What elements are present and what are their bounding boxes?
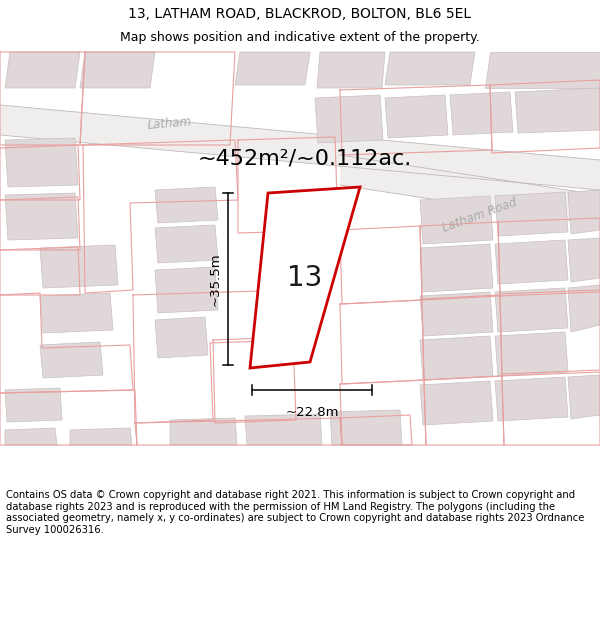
Polygon shape bbox=[235, 52, 310, 85]
Polygon shape bbox=[155, 187, 218, 223]
Polygon shape bbox=[170, 418, 237, 445]
Polygon shape bbox=[40, 293, 113, 333]
Polygon shape bbox=[450, 92, 513, 135]
Polygon shape bbox=[5, 52, 80, 88]
Polygon shape bbox=[155, 267, 218, 313]
Text: ~35.5m: ~35.5m bbox=[209, 252, 221, 306]
Polygon shape bbox=[155, 225, 218, 263]
Polygon shape bbox=[485, 52, 600, 88]
Polygon shape bbox=[495, 288, 568, 332]
Polygon shape bbox=[315, 95, 383, 143]
Text: 13: 13 bbox=[287, 264, 323, 291]
Text: Map shows position and indicative extent of the property.: Map shows position and indicative extent… bbox=[120, 31, 480, 44]
Text: ~22.8m: ~22.8m bbox=[285, 406, 339, 419]
Polygon shape bbox=[70, 428, 132, 445]
Polygon shape bbox=[245, 414, 322, 445]
Polygon shape bbox=[5, 428, 57, 445]
Polygon shape bbox=[385, 95, 448, 138]
Polygon shape bbox=[317, 52, 385, 88]
Polygon shape bbox=[420, 381, 493, 425]
Polygon shape bbox=[568, 375, 600, 419]
Text: Latham Road: Latham Road bbox=[441, 196, 519, 234]
Polygon shape bbox=[0, 105, 600, 190]
Polygon shape bbox=[155, 317, 208, 358]
Polygon shape bbox=[5, 193, 78, 240]
Text: 13, LATHAM ROAD, BLACKROD, BOLTON, BL6 5EL: 13, LATHAM ROAD, BLACKROD, BOLTON, BL6 5… bbox=[128, 7, 472, 21]
Polygon shape bbox=[340, 155, 600, 225]
Polygon shape bbox=[568, 238, 600, 282]
Polygon shape bbox=[40, 342, 103, 378]
Polygon shape bbox=[385, 52, 475, 85]
Polygon shape bbox=[5, 138, 78, 187]
Polygon shape bbox=[420, 196, 493, 244]
Polygon shape bbox=[568, 190, 600, 234]
Polygon shape bbox=[40, 245, 118, 288]
Polygon shape bbox=[495, 192, 568, 236]
Polygon shape bbox=[330, 410, 402, 445]
Polygon shape bbox=[420, 292, 493, 336]
Text: Contains OS data © Crown copyright and database right 2021. This information is : Contains OS data © Crown copyright and d… bbox=[6, 490, 584, 535]
Text: Latham: Latham bbox=[147, 116, 193, 132]
Polygon shape bbox=[515, 88, 600, 133]
Polygon shape bbox=[80, 52, 155, 88]
Text: ~452m²/~0.112ac.: ~452m²/~0.112ac. bbox=[198, 148, 412, 168]
Polygon shape bbox=[568, 285, 600, 332]
Polygon shape bbox=[250, 187, 360, 368]
Polygon shape bbox=[495, 377, 568, 421]
Polygon shape bbox=[495, 240, 568, 284]
Polygon shape bbox=[495, 332, 568, 376]
Polygon shape bbox=[5, 388, 62, 422]
Polygon shape bbox=[420, 336, 493, 380]
Polygon shape bbox=[420, 244, 493, 292]
